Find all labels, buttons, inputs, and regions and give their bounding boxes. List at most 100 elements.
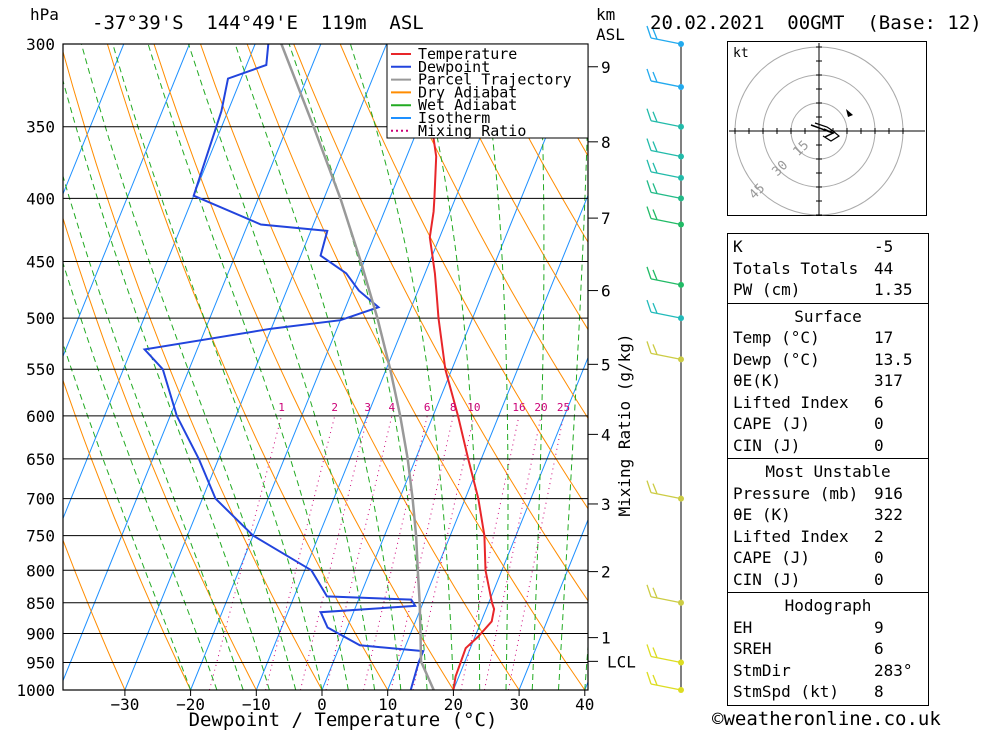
mixing-ratio-line <box>390 415 454 690</box>
location-title: -37°39'S 144°49'E 119m ASL <box>92 12 424 34</box>
hodo-row: StmDir 283° <box>728 660 928 682</box>
isotherm-line <box>63 44 322 682</box>
mixing-ratio-line <box>265 415 336 690</box>
legend-label: Temperature <box>418 45 517 63</box>
km-tick-label: 8 <box>601 133 611 152</box>
isotherm-line <box>321 44 585 690</box>
pressure-label: 400 <box>26 189 55 208</box>
km-tick-label: 4 <box>601 425 611 444</box>
hodo-row: SREH 6 <box>728 638 928 660</box>
isotherm-line <box>63 44 256 520</box>
hodograph-unit: kt <box>733 46 749 61</box>
x-tick-label: 10 <box>378 695 397 714</box>
parcel-trajectory-line <box>280 44 435 690</box>
mixing-ratio-label: 3 <box>364 401 371 414</box>
credit-link[interactable]: ©weatheronline.co.uk <box>712 708 941 730</box>
surface-label: Lifted Index <box>733 392 849 412</box>
wind-barb <box>646 480 682 500</box>
datetime-title: 20.02.2021 00GMT (Base: 12) <box>650 12 982 34</box>
x-tick-label: 0 <box>317 695 327 714</box>
wind-barb <box>646 138 682 158</box>
wind-dot <box>678 123 684 130</box>
indices-section: K -5 Totals Totals 44 PW (cm) 1.35 <box>728 234 928 303</box>
dry-adiabat-line <box>106 44 389 690</box>
legend-label: Isotherm <box>418 109 490 127</box>
isotherm-line <box>387 194 588 690</box>
surface-row: CAPE (J) 0 <box>728 413 928 435</box>
mixing-ratio-label: 20 <box>534 401 547 414</box>
isotherm-line <box>452 356 588 690</box>
mu-label: Pressure (mb) <box>733 483 859 503</box>
mixing-ratio-label: 8 <box>450 401 457 414</box>
km-tick-label: 3 <box>601 495 611 514</box>
wind-barb <box>646 25 682 45</box>
x-tick-label: −20 <box>176 695 205 714</box>
surface-title: Surface <box>794 306 862 326</box>
wind-barb <box>646 671 682 691</box>
mu-value: 2 <box>874 526 884 546</box>
legend-label: Mixing Ratio <box>418 122 526 140</box>
pressure-label: 450 <box>26 253 55 272</box>
dry-adiabat-line <box>63 538 126 690</box>
isotherm-line <box>63 44 125 196</box>
surface-value: 0 <box>874 414 884 433</box>
mu-row: CIN (J) 0 <box>728 569 928 591</box>
x-tick-label: 30 <box>509 695 528 714</box>
km-tick-label: 6 <box>601 282 611 301</box>
dry-adiabat-line <box>992 44 1000 690</box>
wet-adiabat-line <box>480 44 509 690</box>
x-tick-label: −30 <box>110 695 139 714</box>
pressure-label: 1000 <box>16 681 55 700</box>
km-tick-label: 2 <box>601 563 611 582</box>
isotherm-line <box>63 44 190 358</box>
mixing-ratio-line <box>325 415 393 690</box>
mixing-ratio-label: 16 <box>512 401 525 414</box>
mixing-ratio-label: 10 <box>467 401 480 414</box>
wet-adiabat-line <box>63 342 192 690</box>
x-tick-label: 40 <box>575 695 594 714</box>
mixing-ratio-label: 2 <box>331 401 338 414</box>
storm-motion-arrow <box>810 124 835 138</box>
hodograph-stats-section: Hodograph EH 9 SREH 6 StmDir 283° StmSpd (k… <box>728 592 928 705</box>
pressure-label: 850 <box>26 594 55 613</box>
mu-row: Lifted Index 2 <box>728 526 928 548</box>
legend-label: Parcel Trajectory <box>418 71 572 89</box>
index-value: 44 <box>874 258 894 278</box>
mu-value: 0 <box>874 569 884 589</box>
wet-adiabat-line <box>288 44 428 690</box>
wet-adiabat-line <box>147 44 349 690</box>
surface-value: 13.5 <box>874 349 913 369</box>
legend-box <box>386 43 589 139</box>
pressure-label: 500 <box>26 309 55 328</box>
index-row: PW (cm) 1.35 <box>728 279 928 301</box>
hodograph: kt 15 30 45 <box>727 41 927 216</box>
hodo-label: StmSpd (kt) <box>733 682 839 701</box>
dry-adiabat-line <box>479 44 588 244</box>
hodo-value: 6 <box>874 639 884 658</box>
hodograph-stats-title: Hodograph <box>784 596 872 615</box>
km-tick-label: 5 <box>601 355 611 374</box>
surface-value: 17 <box>874 328 894 347</box>
wet-adiabat-line <box>112 44 323 690</box>
pressure-label: 950 <box>26 653 55 672</box>
hodo-row: StmSpd (kt) 8 <box>728 681 928 703</box>
mu-label: Lifted Index <box>733 526 849 546</box>
units-km: km <box>596 5 616 24</box>
mu-label: CIN (J) <box>733 569 801 589</box>
mu-row: Pressure (mb) 916 <box>728 483 928 505</box>
index-label: Totals Totals <box>733 258 859 278</box>
wet-adiabat-line <box>415 44 481 690</box>
wind-barb <box>646 68 682 88</box>
legend-label: Wet Adiabat <box>418 96 517 114</box>
units-hpa: hPa <box>30 5 59 24</box>
surface-value: 0 <box>874 435 884 455</box>
pressure-label: 550 <box>26 360 55 379</box>
mixing-ratio-label: 25 <box>557 401 570 414</box>
mu-value: 0 <box>874 548 884 567</box>
wind-barb <box>646 584 682 604</box>
hodo-row: EH 9 <box>728 617 928 639</box>
x-axis-label: Dewpoint / Temperature (°C) <box>189 709 498 731</box>
mu-label: θE (K) <box>733 505 791 524</box>
dry-adiabat-line <box>200 44 520 690</box>
mixing-ratio-label: 6 <box>424 401 431 414</box>
